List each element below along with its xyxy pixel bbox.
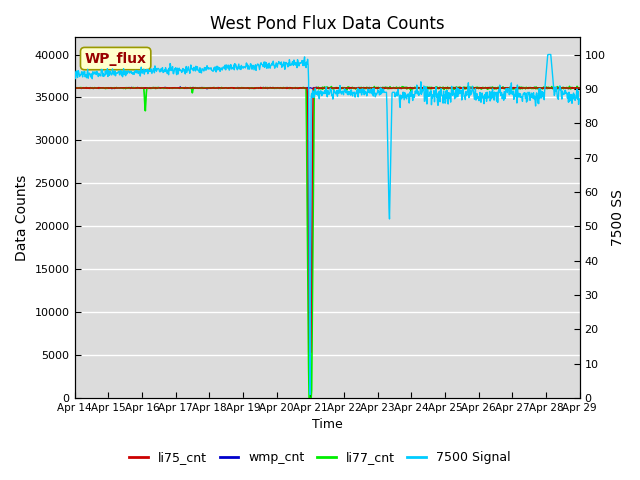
X-axis label: Time: Time bbox=[312, 419, 342, 432]
Title: West Pond Flux Data Counts: West Pond Flux Data Counts bbox=[210, 15, 444, 33]
Y-axis label: 7500 SS: 7500 SS bbox=[611, 189, 625, 246]
Legend: li75_cnt, wmp_cnt, li77_cnt, 7500 Signal: li75_cnt, wmp_cnt, li77_cnt, 7500 Signal bbox=[124, 446, 516, 469]
Y-axis label: Data Counts: Data Counts bbox=[15, 175, 29, 261]
Text: WP_flux: WP_flux bbox=[84, 51, 147, 66]
